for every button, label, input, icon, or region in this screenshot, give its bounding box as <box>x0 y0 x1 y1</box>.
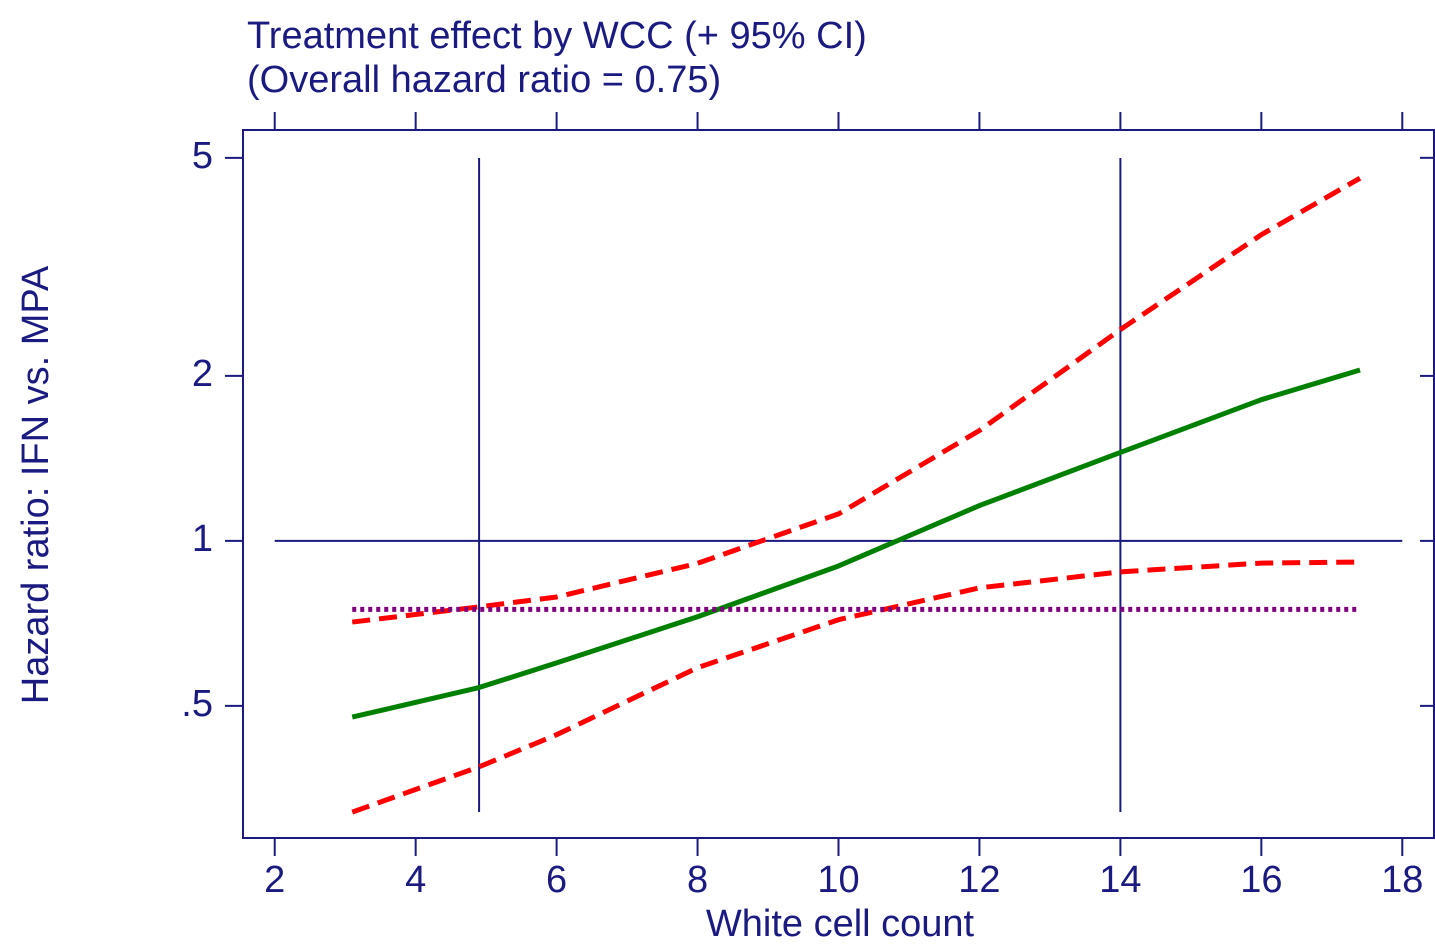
data-line <box>351 176 1362 625</box>
y-tick-label: .5 <box>181 683 213 725</box>
x-tick-label: 16 <box>1240 859 1282 901</box>
x-tick-label: 10 <box>817 859 859 901</box>
chart-subtitle: (Overall hazard ratio = 0.75) <box>247 59 721 101</box>
x-tick-label: 4 <box>405 859 426 901</box>
x-tick-label: 14 <box>1099 859 1141 901</box>
x-tick-label: 6 <box>546 859 567 901</box>
x-axis-title: White cell count <box>706 903 975 945</box>
x-tick-label: 18 <box>1381 859 1423 901</box>
y-tick-label: 5 <box>192 135 213 177</box>
y-tick-label: 1 <box>192 518 213 560</box>
y-tick-label: 2 <box>192 353 213 395</box>
y-axis-title: Hazard ratio: IFN vs. MPA <box>15 265 57 704</box>
data-line <box>351 367 1361 720</box>
x-tick-label: 8 <box>687 859 708 901</box>
chart-title: Treatment effect by WCC (+ 95% CI) <box>247 15 867 57</box>
data-line <box>351 559 1361 815</box>
x-tick-label: 2 <box>264 859 285 901</box>
x-tick-label: 12 <box>958 859 1000 901</box>
